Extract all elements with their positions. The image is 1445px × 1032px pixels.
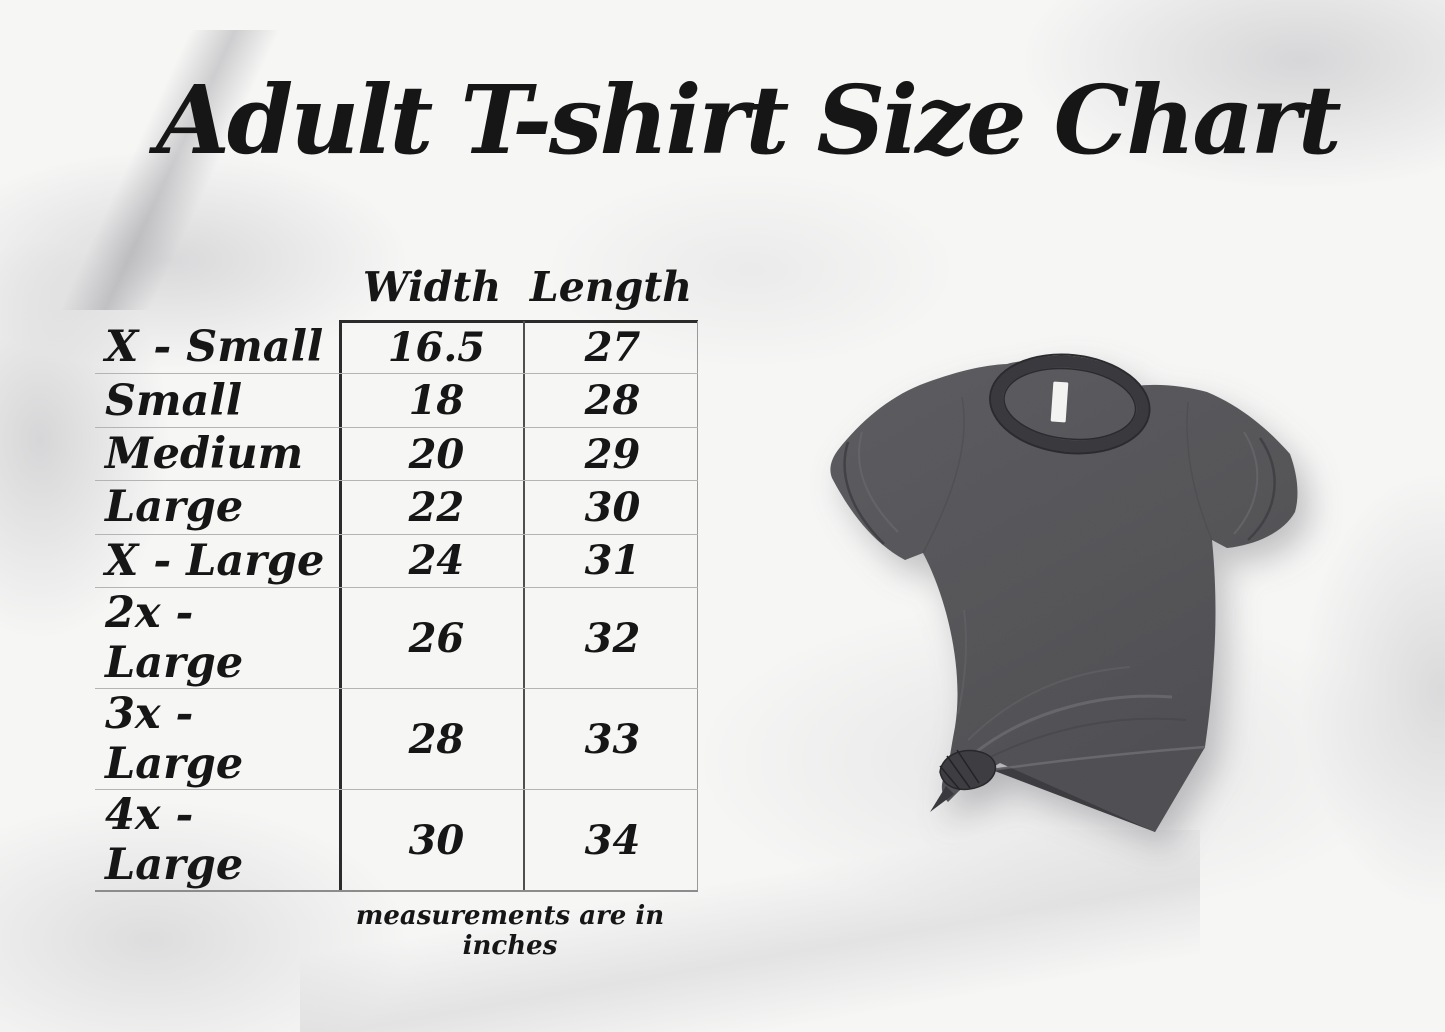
- width-value-cell: 26: [408, 614, 465, 662]
- table-row: 4x - Large 30 34: [95, 790, 698, 893]
- length-value-cell: 34: [584, 816, 641, 864]
- size-label-cell: Medium: [105, 429, 304, 480]
- length-value-cell: 30: [584, 483, 641, 531]
- measurements-note: measurements are in inches: [355, 901, 665, 961]
- table-left-border: [339, 320, 342, 892]
- size-label-cell: 3x - Large: [105, 689, 244, 790]
- table-row: X - Small 16.5 27: [95, 321, 698, 375]
- width-value-cell: 22: [408, 483, 465, 531]
- length-value-cell: 27: [584, 323, 641, 371]
- table-top-border: [340, 320, 698, 323]
- table-row: X - Large 24 31: [95, 535, 698, 589]
- size-label-cell: X - Small: [105, 322, 324, 373]
- table-row: Small 18 28: [95, 374, 698, 428]
- table-row: 2x - Large 26 32: [95, 588, 698, 690]
- length-value-cell: 29: [584, 430, 641, 478]
- width-value-cell: 16.5: [387, 323, 486, 371]
- size-label-cell: 2x - Large: [105, 588, 244, 689]
- tshirt-photo: [830, 353, 1298, 833]
- width-value-cell: 24: [408, 537, 465, 585]
- tshirt-neck-tag: [1050, 381, 1069, 423]
- table-row: Medium 20 29: [95, 428, 698, 482]
- table-row: Large 22 30: [95, 481, 698, 535]
- table-right-border: [696, 321, 698, 892]
- column-header-length: Length: [529, 263, 693, 311]
- size-label-cell: Large: [105, 482, 244, 533]
- table-column-divider: [523, 321, 525, 892]
- width-value-cell: 30: [408, 816, 465, 864]
- size-table: X - Small 16.5 27 Small 18 28 Medium 20 …: [95, 321, 698, 893]
- tshirt-knot: [930, 749, 997, 812]
- tshirt-body: [830, 360, 1298, 833]
- length-value-cell: 28: [584, 377, 641, 425]
- length-value-cell: 31: [584, 537, 641, 585]
- column-header-width: Width: [362, 263, 502, 311]
- size-label-cell: Small: [105, 375, 243, 426]
- width-value-cell: 18: [408, 377, 465, 425]
- size-label-cell: X - Large: [105, 535, 325, 586]
- width-value-cell: 28: [408, 715, 465, 763]
- width-value-cell: 20: [408, 430, 465, 478]
- page-title: Adult T-shirt Size Chart: [156, 65, 1342, 176]
- table-row: 3x - Large 28 33: [95, 689, 698, 791]
- length-value-cell: 33: [584, 715, 641, 763]
- tshirt-collar: [989, 353, 1151, 455]
- size-label-cell: 4x - Large: [105, 790, 244, 891]
- length-value-cell: 32: [584, 614, 641, 662]
